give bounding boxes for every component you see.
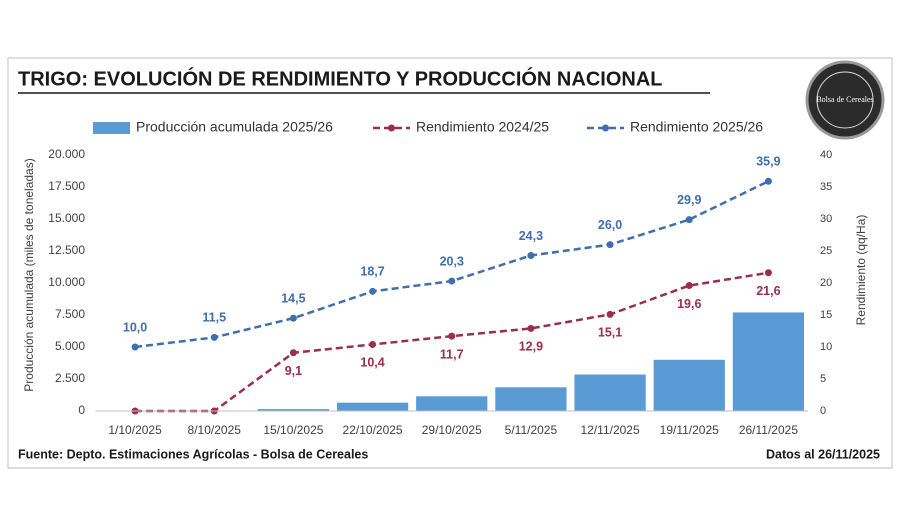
- y-tick-label: 5.000: [55, 339, 85, 353]
- logo: Bolsa de Cereales: [805, 60, 885, 140]
- chart-title: TRIGO: EVOLUCIÓN DE RENDIMIENTO Y PRODUC…: [18, 66, 662, 90]
- x-tick-label: 15/10/2025: [263, 423, 323, 437]
- data-label: 9,1: [285, 364, 302, 378]
- source-note: Fuente: Depto. Estimaciones Agrícolas - …: [18, 447, 368, 461]
- data-label: 11,7: [440, 347, 464, 361]
- point: [527, 251, 535, 259]
- legend-label: Producción acumulada 2025/26: [136, 119, 333, 135]
- data-label: 21,6: [756, 284, 780, 298]
- x-tick-label: 29/10/2025: [422, 423, 482, 437]
- data-label: 19,6: [677, 297, 701, 311]
- y2-tick-label: 20: [820, 277, 832, 289]
- bar: [336, 402, 409, 411]
- x-tick-label: 26/11/2025: [739, 423, 798, 437]
- data-label: 14,5: [281, 291, 305, 305]
- point: [527, 324, 535, 332]
- y-tick-label: 0: [78, 403, 85, 417]
- bar: [416, 396, 488, 411]
- point: [764, 269, 772, 277]
- x-tick-label: 8/10/2025: [188, 423, 242, 437]
- y2-tick-label: 25: [820, 245, 832, 257]
- point: [685, 282, 693, 290]
- y-tick-label: 10.000: [48, 275, 85, 289]
- legend-swatch: [93, 122, 130, 134]
- point: [289, 314, 297, 322]
- date-note: Datos al 26/11/2025: [766, 447, 880, 461]
- legend-marker: [602, 124, 609, 132]
- logo-circle: [805, 60, 885, 140]
- data-label: 11,5: [202, 311, 226, 325]
- point: [289, 349, 297, 357]
- data-label: 10,0: [123, 320, 147, 334]
- y-tick-label: 12.500: [48, 243, 85, 257]
- point: [764, 177, 772, 185]
- data-label: 29,9: [677, 193, 701, 207]
- x-tick-label: 5/11/2025: [505, 423, 558, 437]
- y2-tick-label: 5: [820, 373, 826, 385]
- y-tick-label: 20.000: [48, 147, 85, 161]
- y2-tick-label: 0: [820, 405, 826, 417]
- legend-label: Rendimiento 2025/26: [630, 119, 763, 135]
- y-tick-label: 17.500: [48, 179, 85, 193]
- legend-marker: [388, 124, 395, 132]
- bar: [257, 409, 330, 411]
- point: [606, 241, 614, 249]
- data-label: 10,4: [360, 356, 384, 370]
- bar: [653, 359, 725, 411]
- data-label: 26,0: [598, 218, 622, 232]
- point: [448, 332, 456, 340]
- logo-ring: [816, 71, 874, 129]
- y-tick-label: 2.500: [55, 371, 85, 385]
- data-label: 15,1: [598, 326, 622, 340]
- x-tick-label: 12/11/2025: [580, 423, 639, 437]
- data-label: 20,3: [440, 254, 464, 268]
- bar: [574, 374, 646, 411]
- data-label: 18,7: [360, 265, 384, 279]
- y2-tick-label: 15: [820, 309, 832, 321]
- point: [369, 340, 377, 348]
- bar: [495, 387, 567, 411]
- y-axis-title: Producción acumulada (miles de toneladas…: [22, 158, 36, 391]
- y2-tick-label: 35: [820, 181, 832, 193]
- point: [131, 343, 139, 351]
- point: [606, 310, 614, 318]
- x-tick-label: 1/10/2025: [108, 423, 162, 437]
- y2-tick-label: 30: [820, 213, 832, 225]
- y-tick-label: 7.500: [55, 307, 85, 321]
- point: [210, 333, 218, 341]
- legend-label: Rendimiento 2024/25: [416, 119, 549, 135]
- y2-axis-title: Rendimiento (qq/Ha): [854, 215, 868, 326]
- x-tick-label: 19/11/2025: [660, 423, 719, 437]
- y2-tick-label: 10: [820, 341, 832, 353]
- data-label: 35,9: [756, 155, 780, 169]
- x-tick-label: 22/10/2025: [343, 423, 403, 437]
- data-label: 24,3: [519, 229, 543, 243]
- point: [369, 287, 377, 295]
- logo-text: Bolsa de Cereales: [816, 95, 873, 104]
- bar: [732, 312, 805, 411]
- y-tick-label: 15.000: [48, 211, 85, 225]
- point: [448, 277, 456, 285]
- data-label: 12,9: [519, 340, 543, 354]
- point: [685, 216, 693, 224]
- y2-tick-label: 40: [820, 149, 832, 161]
